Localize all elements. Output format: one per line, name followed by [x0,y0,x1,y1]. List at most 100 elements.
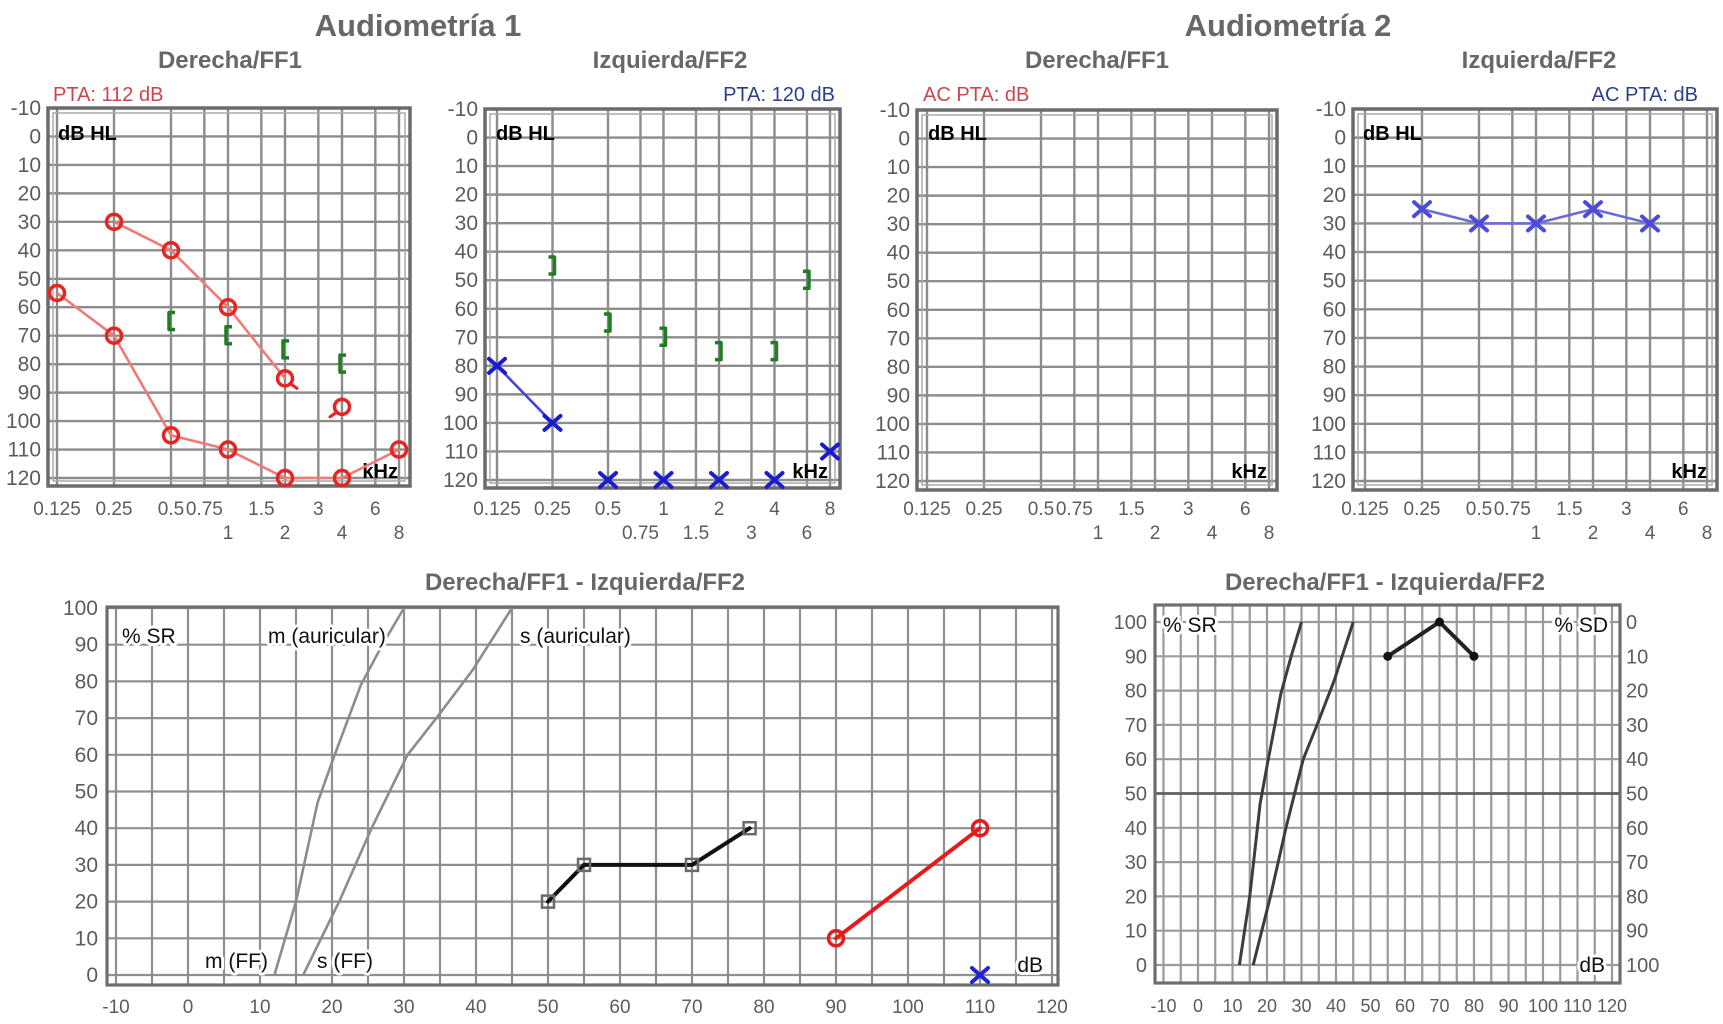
x-tick-label: 2 [714,499,725,520]
y-tick-label: -10 [11,97,41,120]
x-tick-label: 70 [1429,996,1449,1016]
circle-marker [389,440,409,459]
square-marker [742,820,757,836]
right-y-tick-label: 30 [1626,715,1648,737]
x-tick-label: 0.125 [1341,499,1389,520]
y-tick-label: 120 [875,470,910,493]
y-tick-label: 70 [1125,715,1147,737]
right-y-tick-label: 50 [1626,784,1648,806]
x-tick-label: 2 [280,523,291,544]
series-3 [328,397,352,419]
dot-marker [1469,651,1479,661]
y-tick-label: 110 [8,439,41,462]
y-tick-label: 20 [75,891,98,914]
y-axis-unit-label: dB HL [928,123,987,145]
y-tick-label: 50 [455,269,478,292]
x-tick-label: 50 [1360,996,1380,1016]
y-tick-label: 60 [18,296,41,319]
x-tick-label: 90 [825,997,846,1018]
series-line [546,826,752,904]
x-tick-label: 120 [1597,996,1627,1016]
y-tick-label: 80 [887,356,910,379]
x-tick-label: 3 [746,523,757,544]
x-tick-label: 30 [1291,996,1311,1016]
y-tick-label: 70 [75,707,98,730]
x-marker [820,442,840,461]
reference-curve-2 [1251,621,1355,966]
y-tick-label: 90 [1323,384,1346,407]
circle-marker [218,297,238,317]
y-tick-label: 40 [1323,241,1346,264]
x-tick-label: 3 [1183,499,1194,520]
right-y-tick-label: 70 [1626,852,1648,874]
square-marker [540,894,556,909]
x-tick-label: 4 [769,499,780,520]
plot-frame [1351,107,1719,492]
bracket-left-marker [224,324,232,346]
reference-curve-1 [273,607,406,976]
x-tick-label: 50 [537,997,558,1018]
x-tick-label: 0.5 [158,499,184,520]
x-tick-label: 40 [465,997,486,1018]
x-marker [1583,200,1603,219]
bracket-right-marker [715,340,723,362]
reference-curve-1 [1237,621,1303,966]
bracket-left-marker [167,310,175,332]
x-tick-label: 1 [223,523,234,544]
series-1 [104,212,299,390]
x-marker [1469,214,1489,233]
right-y-tick-label: 20 [1626,681,1648,703]
x-tick-label: 100 [892,997,924,1018]
y-tick-label: 110 [1313,441,1346,464]
series-3 [970,966,990,984]
x-tick-label: 1 [658,499,669,520]
y-tick-label: 40 [455,241,478,264]
circle-marker [104,326,124,345]
y-tick-label: 100 [1311,413,1346,436]
y-tick-label: 0 [466,127,478,150]
square-marker [684,857,700,873]
x-tick-label: -10 [102,997,129,1018]
series-line [496,364,554,424]
series-2 [598,442,840,489]
x-tick-label: 8 [825,499,836,520]
plot-frame [915,108,1279,492]
y-tick-label: -10 [448,98,478,121]
bracket-right-marker [604,312,612,333]
x-tick-label: 0.25 [534,499,571,520]
series-line [56,291,400,480]
series-line [834,826,982,941]
y-tick-label: 50 [1323,270,1346,293]
y-tick-label: 90 [1125,646,1147,668]
arrow-tail-icon [288,381,299,390]
x-axis-unit-label: kHz [1671,461,1707,483]
x-tick-label: 0 [183,997,194,1018]
y-tick-label: 0 [1136,955,1147,977]
x-tick-label: 0.75 [186,499,223,520]
circle-marker [161,426,181,445]
x-tick-label: 0.75 [1056,499,1093,520]
circle-marker [970,818,990,838]
x-tick-label: 1.5 [683,523,709,544]
pta-annotation: PTA: 112 dB [53,84,163,106]
y-tick-label: 90 [18,382,41,405]
x-tick-label: 0.5 [1466,499,1492,520]
chart-title: Derecha/FF1 - Izquierda/FF2 [425,569,745,596]
y-tick-label: 20 [455,184,478,207]
plot-background [107,607,1058,985]
y-axis-unit-label: dB HL [496,123,555,145]
y-tick-label: 120 [6,467,41,490]
y-tick-label: 40 [887,242,910,265]
x-tick-label: 4 [1207,523,1218,544]
series-2 [826,818,990,948]
y-tick-label: 0 [86,964,98,987]
x-tick-label: 8 [394,523,405,544]
y-tick-label: 60 [1125,749,1147,771]
audiogram-4: -10 0 10 20 30 40 50 60 70 80 90 100 110 120 0.125 0.25… [1311,47,1719,544]
x-tick-label: 1.5 [1556,499,1582,520]
audiogram-1: -10 0 10 20 30 40 50 60 70 80 90 100 110 120 0.125 0.25… [6,47,412,544]
y-tick-label: 0 [29,125,41,148]
right-y-axis-label: % SD [1554,614,1608,637]
